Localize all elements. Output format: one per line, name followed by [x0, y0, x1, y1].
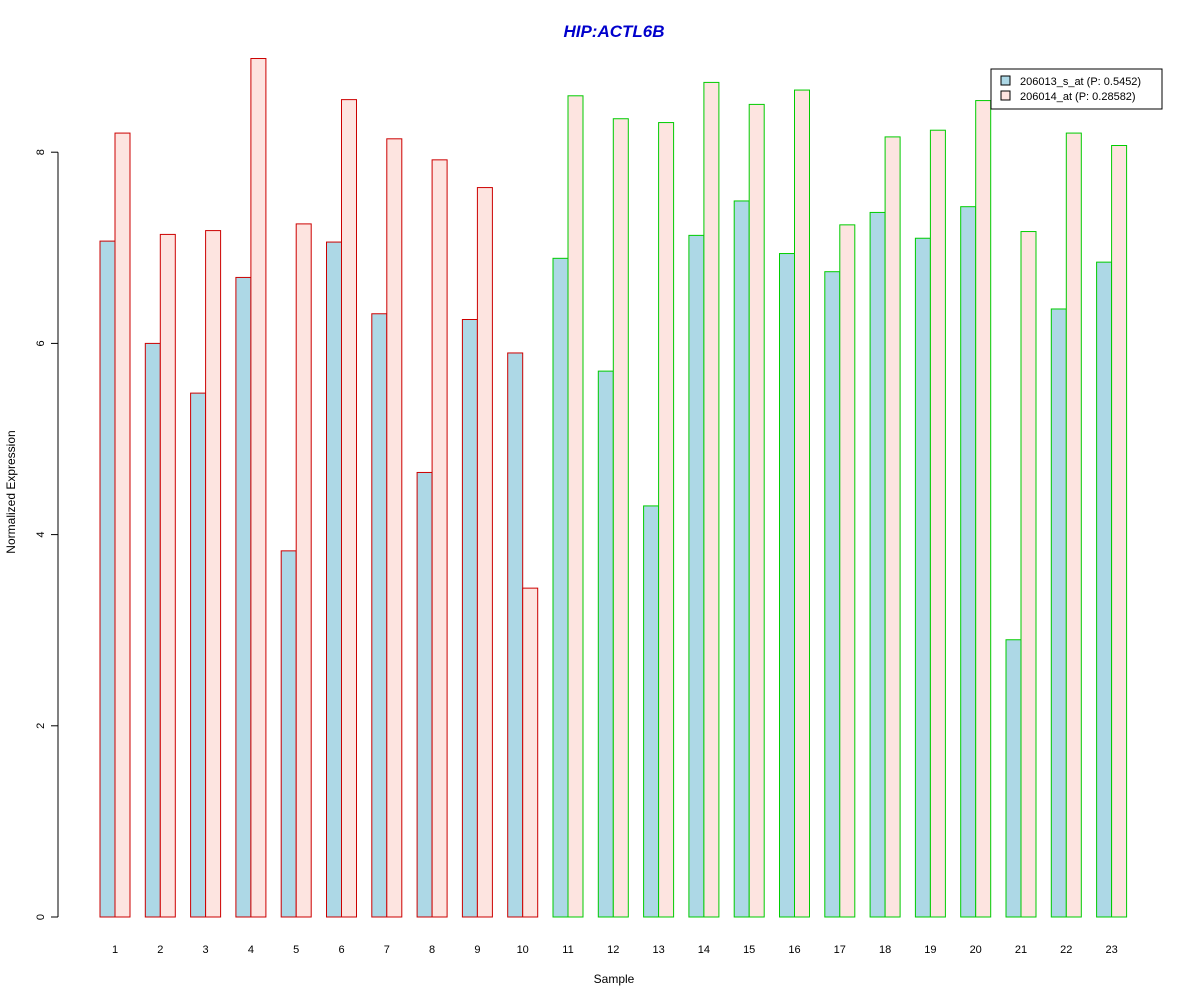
bar-sample-5-series-1 [280, 550, 297, 918]
bar-sample-19-series-1 [914, 237, 931, 918]
x-tick-label: 2 [157, 944, 163, 956]
bar-sample-20-series-2 [975, 100, 992, 918]
x-axis: 1 2 3 4 5 6 7 8 9 10 11 12 13 14 15 16 17 18 19 20 21 22 23 [112, 944, 1118, 956]
x-tick-label: 13 [652, 944, 664, 956]
bar-sample-9-series-2 [476, 187, 493, 918]
legend-label-series-1: 206013_s_at (P: 0.5452) [1020, 76, 1141, 88]
bar-sample-15-series-1 [733, 200, 750, 918]
y-tick-label: 6 [35, 340, 47, 346]
bar-sample-12-series-2 [612, 118, 629, 918]
x-tick-label: 19 [924, 944, 936, 956]
x-tick-label: 22 [1060, 944, 1072, 956]
x-tick-label: 8 [429, 944, 435, 956]
bar-sample-17-series-1 [824, 271, 841, 918]
chart-title: HIP:ACTL6B [563, 22, 664, 41]
bar-sample-1-series-2 [114, 132, 131, 918]
bar-sample-15-series-2 [748, 103, 765, 918]
x-tick-label: 14 [698, 944, 710, 956]
bar-sample-23-series-1 [1096, 261, 1113, 918]
y-tick-label: 2 [35, 723, 47, 729]
bar-sample-2-series-1 [144, 342, 161, 918]
bar-sample-14-series-1 [688, 234, 705, 918]
x-tick-label: 1 [112, 944, 118, 956]
bar-sample-16-series-1 [779, 253, 795, 918]
bar-sample-18-series-2 [884, 136, 901, 918]
x-tick-label: 18 [879, 944, 891, 956]
x-tick-label: 7 [384, 944, 390, 956]
bar-sample-14-series-2 [703, 81, 720, 918]
bar-sample-8-series-2 [431, 159, 448, 918]
x-tick-label: 20 [970, 944, 982, 956]
bar-sample-13-series-1 [643, 505, 660, 918]
bar-sample-22-series-2 [1065, 132, 1082, 918]
y-tick-label: 0 [35, 914, 47, 920]
bars-group [99, 58, 1128, 918]
bar-sample-21-series-2 [1020, 231, 1037, 918]
x-tick-label: 21 [1015, 944, 1027, 956]
bar-sample-13-series-2 [658, 122, 675, 918]
legend-label-series-2: 206014_at (P: 0.28582) [1020, 91, 1136, 103]
y-tick-label: 4 [35, 532, 47, 538]
legend-box [990, 68, 1163, 110]
bar-sample-19-series-2 [929, 129, 946, 918]
bar-sample-10-series-2 [522, 587, 539, 918]
bar-sample-6-series-2 [341, 99, 357, 918]
bar-sample-11-series-1 [552, 257, 569, 918]
legend-swatch-series-2 [1000, 90, 1011, 101]
y-axis-title: Normalized Expression [4, 430, 18, 553]
legend-swatch-series-1 [1000, 75, 1011, 86]
x-tick-label: 17 [834, 944, 846, 956]
bar-sample-4-series-1 [235, 276, 252, 918]
x-tick-label: 10 [517, 944, 529, 956]
x-axis-title: Sample [594, 972, 635, 986]
x-tick-label: 5 [293, 944, 299, 956]
bar-sample-3-series-2 [205, 230, 222, 918]
x-tick-label: 11 [562, 944, 573, 956]
x-tick-label: 15 [743, 944, 755, 956]
x-tick-label: 4 [248, 944, 254, 956]
bar-sample-11-series-2 [567, 95, 584, 918]
x-tick-label: 12 [607, 944, 619, 956]
x-tick-label: 9 [474, 944, 480, 956]
bar-sample-8-series-1 [416, 471, 433, 918]
bar-sample-22-series-1 [1050, 308, 1067, 918]
bar-sample-17-series-2 [839, 224, 856, 918]
bar-sample-10-series-1 [507, 352, 524, 918]
bar-sample-3-series-1 [190, 392, 207, 918]
bar-sample-21-series-1 [1005, 639, 1022, 918]
bar-sample-2-series-2 [159, 233, 176, 918]
bar-sample-23-series-2 [1111, 145, 1128, 918]
bar-sample-9-series-1 [461, 319, 478, 918]
y-axis: 0 2 4 6 8 [35, 149, 59, 920]
bar-sample-6-series-1 [326, 241, 342, 918]
legend: 206013_s_at (P: 0.5452) 206014_at (P: 0.… [990, 68, 1163, 110]
bar-sample-7-series-2 [386, 138, 403, 918]
y-tick-label: 8 [35, 149, 47, 155]
bar-sample-16-series-2 [794, 89, 810, 918]
bar-sample-12-series-1 [597, 370, 614, 918]
x-tick-label: 16 [788, 944, 800, 956]
x-tick-label: 3 [203, 944, 209, 956]
bar-sample-7-series-1 [371, 313, 388, 918]
x-tick-label: 23 [1105, 944, 1117, 956]
bar-sample-5-series-2 [295, 223, 312, 918]
x-tick-label: 6 [338, 944, 344, 956]
bar-sample-1-series-1 [99, 240, 116, 918]
bar-sample-4-series-2 [250, 58, 267, 918]
bar-sample-18-series-1 [869, 211, 886, 918]
bar-sample-20-series-1 [960, 206, 977, 918]
